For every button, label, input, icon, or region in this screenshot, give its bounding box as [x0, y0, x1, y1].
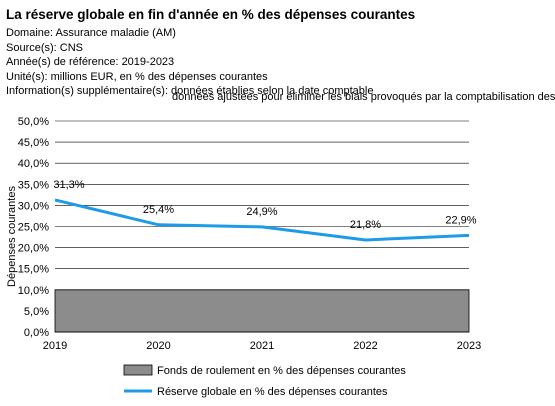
- x-tick-label: 2020: [146, 340, 170, 352]
- y-tick-label: 50,0%: [18, 116, 49, 128]
- y-tick-label: 20,0%: [18, 243, 49, 255]
- x-tick-label: 2022: [353, 340, 377, 352]
- y-tick-label: 10,0%: [18, 285, 49, 297]
- fonds-roulement-area: [54, 289, 470, 333]
- legend-label-fonds: Fonds de roulement en % des dépenses cou…: [157, 365, 406, 377]
- chart-header: La réserve globale en fin d'année en % d…: [6, 6, 415, 99]
- data-label: 31,3%: [53, 179, 84, 191]
- y-tick-label: 5,0%: [24, 306, 49, 318]
- x-tick-label: 2021: [250, 340, 274, 352]
- legend-swatch-fonds: [123, 364, 153, 376]
- chart-title: La réserve globale en fin d'année en % d…: [6, 7, 416, 22]
- y-tick-label: 35,0%: [18, 179, 49, 191]
- data-label: 21,8%: [350, 219, 381, 231]
- x-tick-label: 2019: [43, 340, 67, 352]
- y-tick-label: 30,0%: [18, 200, 49, 212]
- data-label: 24,9%: [246, 206, 277, 218]
- y-tick-label: 0,0%: [24, 327, 49, 339]
- data-label: 22,9%: [445, 214, 476, 226]
- additional-info-line: Information(s) supplémentaire(s): donnée…: [6, 85, 374, 98]
- source-line: Source(s): CNS: [6, 41, 84, 54]
- units-line: Unité(s): millions EUR, en % des dépense…: [6, 70, 268, 83]
- domain-line: Domaine: Assurance maladie (AM): [6, 27, 176, 39]
- additional-info-continuation: données ajustées pour éliminer les biais…: [172, 91, 555, 103]
- x-tick-label: 2023: [457, 340, 481, 352]
- legend-label-reserve: Réserve globale en % des dépenses couran…: [157, 386, 388, 398]
- y-axis-title: Dépenses courantes: [6, 186, 18, 287]
- y-tick-label: 45,0%: [18, 137, 49, 149]
- y-tick-label: 15,0%: [18, 264, 49, 276]
- reference-years-line: Année(s) de référence: 2019-2023: [6, 56, 175, 69]
- y-tick-label: 40,0%: [18, 158, 49, 170]
- reserve-globale-line: [54, 198, 470, 242]
- y-tick-label: 25,0%: [18, 222, 49, 234]
- data-label: 25,4%: [143, 204, 174, 216]
